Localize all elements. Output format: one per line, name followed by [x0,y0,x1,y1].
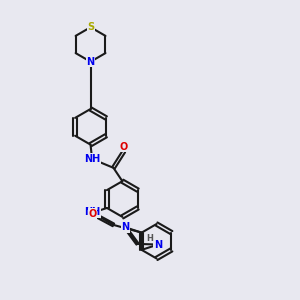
Text: S: S [87,22,94,32]
Text: O: O [88,208,97,219]
Text: NH: NH [84,154,100,164]
Text: N: N [121,222,129,232]
Text: NH: NH [84,207,100,218]
Text: H: H [146,233,153,242]
Text: N: N [86,57,94,67]
Text: O: O [120,142,128,152]
Text: N: N [154,239,162,250]
